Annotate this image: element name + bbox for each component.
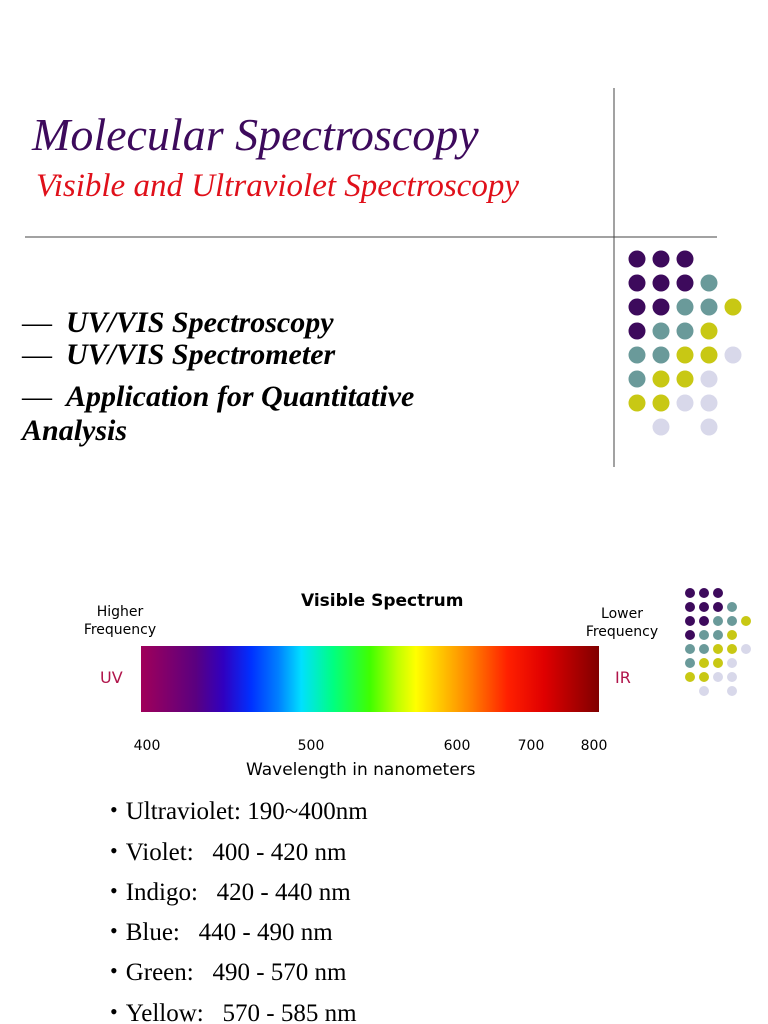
dot — [713, 588, 723, 598]
dot — [727, 686, 737, 696]
dot — [676, 322, 694, 340]
uv-label: UV — [100, 668, 123, 687]
left-label: Higher Frequency — [83, 604, 157, 638]
dot — [699, 616, 709, 626]
dot — [713, 658, 723, 668]
dot — [741, 644, 751, 654]
right-label: Lower Frequency — [585, 606, 659, 640]
spectrum-title: Visible Spectrum — [301, 591, 464, 611]
dot — [699, 658, 709, 668]
dot — [727, 672, 737, 682]
dot — [713, 616, 723, 626]
dot — [700, 346, 718, 364]
dot — [713, 630, 723, 640]
dot — [699, 630, 709, 640]
subtitle: Visible and Ultraviolet Spectroscopy — [36, 168, 519, 204]
dot — [685, 672, 695, 682]
dot — [676, 394, 694, 412]
dot — [699, 588, 709, 598]
dot — [652, 370, 670, 388]
dot — [676, 250, 694, 268]
topic-text: UV/VIS Spectroscopy — [66, 306, 334, 339]
dot — [628, 394, 646, 412]
dot — [713, 672, 723, 682]
dot — [676, 298, 694, 316]
dot — [727, 616, 737, 626]
dot — [676, 274, 694, 292]
topic: — UV/VIS Spectroscopy — [22, 306, 334, 339]
dot — [724, 298, 742, 316]
tick-label: 800 — [580, 738, 608, 754]
dot — [727, 658, 737, 668]
dot — [713, 602, 723, 612]
dot — [628, 274, 646, 292]
topic-text: Application for Quantitative Analysis — [22, 380, 415, 447]
dot — [628, 298, 646, 316]
tick-label: 400 — [133, 738, 161, 754]
dot — [700, 298, 718, 316]
dot — [700, 394, 718, 412]
dot — [685, 602, 695, 612]
dot — [652, 322, 670, 340]
dot — [628, 346, 646, 364]
dot — [713, 644, 723, 654]
range-item: Blue: 440 - 490 nm — [110, 919, 333, 947]
dot — [685, 658, 695, 668]
range-item: Yellow: 570 - 585 nm — [110, 1000, 357, 1024]
dot — [628, 370, 646, 388]
spectrum-bar — [141, 646, 599, 712]
dot — [727, 630, 737, 640]
range-item: Indigo: 420 - 440 nm — [110, 879, 351, 907]
dot — [685, 644, 695, 654]
dot — [700, 370, 718, 388]
topic: — UV/VIS Spectrometer — [22, 338, 336, 371]
dot — [652, 298, 670, 316]
dot — [652, 346, 670, 364]
dot — [676, 346, 694, 364]
dot — [628, 322, 646, 340]
dot — [699, 672, 709, 682]
dot — [685, 588, 695, 598]
tick-label: 500 — [297, 738, 325, 754]
dot — [652, 274, 670, 292]
dot — [685, 616, 695, 626]
dot — [628, 250, 646, 268]
dot — [741, 616, 751, 626]
dot — [727, 644, 737, 654]
tick-label: 600 — [443, 738, 471, 754]
dot — [699, 602, 709, 612]
range-item: Green: 490 - 570 nm — [110, 959, 347, 987]
dot — [724, 346, 742, 364]
dot — [699, 644, 709, 654]
dot — [652, 250, 670, 268]
dot — [700, 274, 718, 292]
topic-text: UV/VIS Spectrometer — [66, 338, 336, 371]
dot — [700, 418, 718, 436]
dot — [676, 370, 694, 388]
axis-label: Wavelength in nanometers — [246, 760, 476, 780]
dot — [652, 394, 670, 412]
range-item: Ultraviolet: 190~400nm — [110, 798, 368, 826]
ir-label: IR — [615, 668, 631, 687]
dot — [727, 602, 737, 612]
range-item: Violet: 400 - 420 nm — [110, 839, 347, 867]
title: Molecular Spectroscopy — [32, 109, 479, 160]
tick-label: 700 — [517, 738, 545, 754]
dot — [652, 418, 670, 436]
dot — [699, 686, 709, 696]
topic: — Application for Quantitative Analysis — [22, 380, 415, 447]
dot — [700, 322, 718, 340]
dot — [685, 630, 695, 640]
